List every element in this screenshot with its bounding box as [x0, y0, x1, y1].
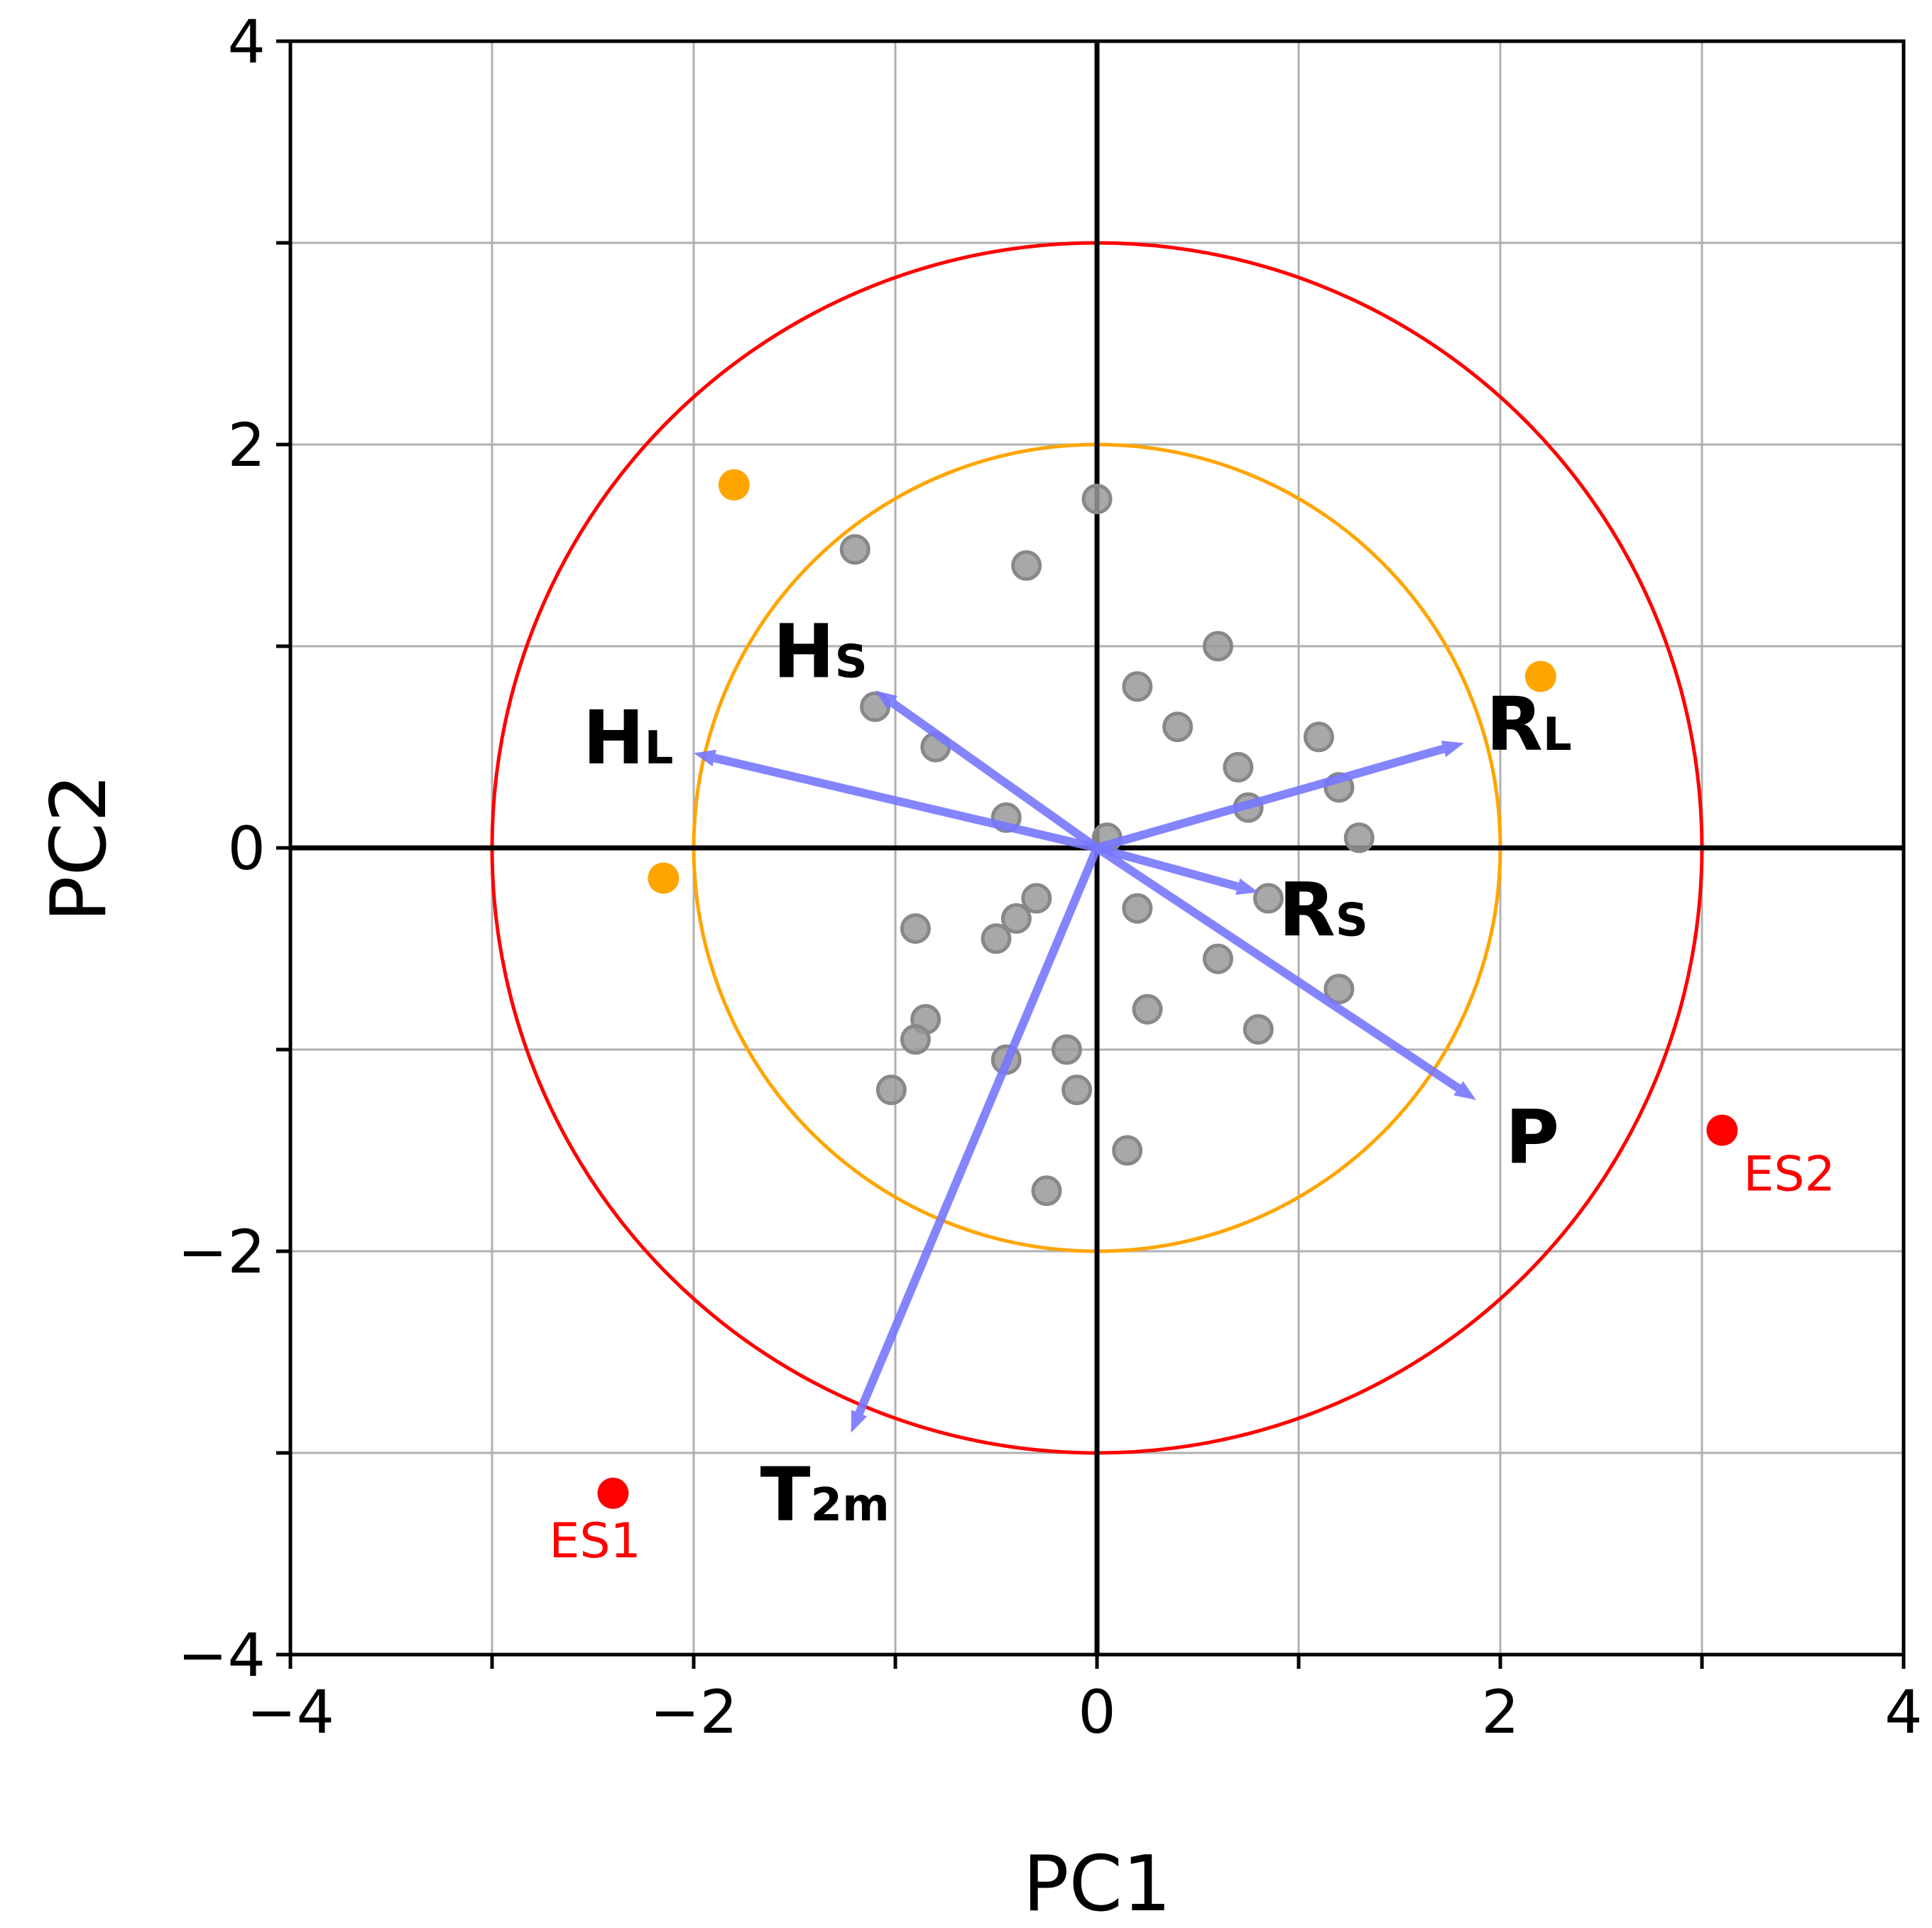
gray-point [1324, 974, 1355, 1005]
gray-point [1223, 751, 1254, 783]
vector-label-rs: RS [1279, 867, 1368, 954]
gray-point [1252, 883, 1284, 914]
orange-point [718, 469, 750, 501]
axis-ticks: −4 −2 0 2 4 −4 −2 0 2 4 [178, 7, 1923, 1747]
orange-point [648, 862, 680, 894]
gray-point [1112, 1135, 1143, 1166]
vector-hl [713, 753, 1098, 852]
gray-point [875, 1074, 907, 1106]
gray-point [839, 534, 871, 565]
gray-point [1011, 550, 1042, 581]
vector-arrowhead-hs [875, 690, 898, 710]
gray-point [1343, 822, 1375, 854]
loading-vectors [694, 690, 1476, 1433]
gray-point [1081, 484, 1113, 515]
vector-label-t2m: T2m [760, 1452, 890, 1538]
gray-point [1122, 893, 1153, 924]
y-axis-label: PC2 [35, 773, 124, 922]
x-tick-label: 4 [1884, 1677, 1922, 1747]
x-axis-label: PC1 [1022, 1840, 1171, 1928]
vector-arrowhead-rl [1441, 741, 1464, 758]
gray-point [1051, 1034, 1082, 1065]
red-point-es1 [597, 1477, 629, 1509]
orange-point [1524, 660, 1556, 692]
gray-point [1000, 903, 1032, 934]
gray-point [1132, 993, 1163, 1025]
observation-points: ES1 ES2 [549, 469, 1835, 1569]
y-tick-label: 0 [228, 814, 266, 883]
vector-label-hl: HL [583, 695, 674, 781]
vector-rl [1096, 744, 1445, 852]
gray-point [900, 913, 931, 944]
gray-point [1303, 721, 1334, 753]
gray-point [1031, 1175, 1062, 1207]
vector-p [1094, 844, 1461, 1092]
y-tick-label: 4 [228, 7, 266, 77]
vector-arrowhead-p [1453, 1081, 1476, 1100]
vector-arrowhead-t2m [851, 1410, 868, 1433]
vector-label-hs: HS [773, 609, 868, 695]
x-tick-label: 2 [1481, 1677, 1519, 1747]
y-tick-label: 2 [228, 410, 266, 480]
vector-label-p: P [1505, 1094, 1559, 1181]
point-label-es2: ES2 [1743, 1147, 1835, 1203]
gray-point [1243, 1014, 1274, 1045]
red-point-es2 [1706, 1114, 1738, 1146]
gray-point [981, 923, 1012, 954]
x-tick-label: −4 [246, 1677, 334, 1747]
x-tick-label: 0 [1078, 1677, 1115, 1747]
point-label-es1: ES1 [549, 1513, 640, 1569]
vector-label-rl: RL [1486, 681, 1572, 768]
gray-point [1202, 631, 1233, 662]
gray-point [900, 1024, 931, 1055]
gray-point [1162, 712, 1194, 743]
vector-arrowhead-hl [694, 749, 716, 767]
vector-arrowhead-rs [1235, 878, 1259, 895]
gray-point [1122, 671, 1153, 702]
vector-hs [890, 699, 1100, 851]
gray-point [1021, 883, 1052, 914]
gray-point [1202, 943, 1233, 974]
y-tick-label: −2 [178, 1217, 266, 1287]
gray-point [1061, 1074, 1093, 1106]
vector-t2m [855, 846, 1101, 1415]
vector-labels: HS HL RL RS P T2m [583, 609, 1572, 1539]
x-tick-label: −2 [650, 1677, 738, 1747]
y-tick-label: −4 [178, 1621, 266, 1690]
vector-rs [1096, 844, 1239, 891]
